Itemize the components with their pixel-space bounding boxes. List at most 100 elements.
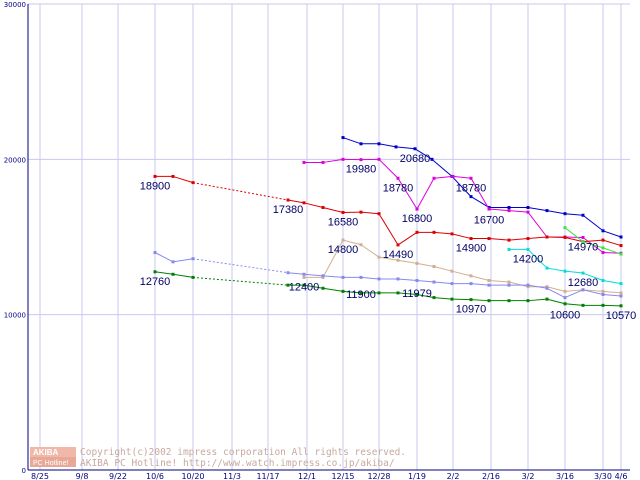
series-segment: [287, 272, 305, 275]
data-point: [526, 285, 530, 289]
data-point: [286, 283, 290, 287]
data-label: 11979: [402, 288, 432, 300]
data-point: [619, 294, 623, 298]
series-segment: [192, 182, 289, 201]
data-label: 10600: [550, 309, 581, 321]
x-tick-label: 3/16: [556, 472, 574, 480]
data-point: [581, 235, 585, 239]
series-segment: [360, 244, 380, 258]
data-point: [526, 299, 530, 303]
series-segment: [602, 293, 622, 297]
series-segment: [508, 238, 529, 241]
y-tick-label: 30000: [4, 1, 26, 9]
series-segment: [527, 236, 548, 240]
series-segment: [397, 178, 418, 210]
data-label: 11900: [346, 289, 376, 301]
series-segment: [360, 211, 380, 215]
axes: [27, 4, 630, 471]
x-tick-label: 8/25: [31, 472, 49, 480]
series-segment: [395, 146, 416, 150]
series-segment: [322, 158, 344, 163]
data-point: [563, 289, 567, 293]
series-segment: [172, 175, 194, 184]
data-point: [507, 247, 511, 251]
x-tick-label: 10/20: [181, 472, 204, 480]
data-point: [619, 235, 623, 239]
series-segment: [433, 231, 453, 235]
series-segment: [322, 275, 344, 278]
series-segment: [451, 233, 472, 240]
series-segment: [451, 176, 472, 197]
series-0: [341, 136, 623, 239]
series-segment: [452, 175, 472, 179]
data-point: [394, 145, 398, 149]
data-label: 10970: [456, 304, 487, 316]
series-2: [153, 174, 623, 248]
data-point: [563, 296, 567, 300]
data-point: [601, 292, 605, 296]
x-tick-label: 9/22: [109, 472, 127, 480]
data-point: [302, 160, 306, 164]
data-point: [286, 198, 290, 202]
x-tick-label: 12/15: [331, 472, 354, 480]
data-point: [601, 278, 605, 282]
data-point: [153, 270, 157, 274]
data-point: [619, 291, 623, 295]
series-4: [153, 251, 623, 300]
series-segment: [433, 266, 453, 272]
data-label: 14800: [328, 244, 359, 256]
series-segment: [378, 143, 397, 148]
series-segment: [527, 298, 548, 302]
data-point: [432, 296, 436, 300]
data-point: [415, 292, 419, 296]
series-segment: [564, 227, 584, 243]
data-point: [450, 232, 454, 236]
series-segment: [602, 290, 622, 294]
data-label: 18780: [456, 182, 487, 194]
data-point: [286, 271, 290, 275]
x-tick-label: 3/2: [522, 472, 535, 480]
series-segment: [546, 267, 566, 272]
series-segment: [303, 284, 324, 289]
data-point: [601, 251, 605, 255]
data-point: [545, 285, 549, 289]
data-label: 18780: [383, 182, 414, 194]
data-point: [487, 205, 491, 209]
data-point: [341, 275, 345, 279]
data-point: [581, 213, 585, 217]
series-segment: [416, 279, 435, 283]
y-tick-label: 0: [22, 467, 26, 475]
data-point: [507, 209, 511, 213]
series-segment: [416, 262, 435, 268]
x-tick-label: 10/6: [146, 472, 164, 480]
series-segment: [582, 289, 604, 292]
data-label: 14200: [513, 253, 544, 265]
series-segment: [414, 148, 433, 160]
series-segment: [342, 239, 362, 246]
watermark: AKIBA PC Hotline! Copyright(c)2002 impre…: [30, 447, 406, 469]
logo-top-text: AKIBA: [33, 448, 59, 457]
data-point: [545, 209, 549, 213]
data-point: [581, 240, 585, 244]
series-segment: [433, 281, 453, 285]
data-point: [581, 303, 585, 307]
data-point: [415, 207, 419, 211]
series-segment: [322, 239, 344, 278]
data-point: [341, 157, 345, 161]
series-5: [153, 270, 623, 308]
data-point: [563, 235, 567, 239]
series-segment: [564, 303, 584, 306]
data-point: [377, 157, 381, 161]
series-segment: [582, 214, 604, 232]
x-tick-label: 11/17: [256, 472, 279, 480]
data-labels: 18900 12760 17380 12400 19980 16580 14800 11900…: [140, 153, 637, 322]
data-point: [526, 237, 530, 241]
series-segment: [433, 175, 454, 179]
series-segment: [342, 137, 362, 145]
y-tick-label: 20000: [4, 156, 26, 164]
data-point: [469, 176, 473, 180]
series-segment: [154, 252, 174, 263]
data-point: [171, 174, 175, 178]
data-point: [545, 286, 549, 290]
data-point: [432, 176, 436, 180]
